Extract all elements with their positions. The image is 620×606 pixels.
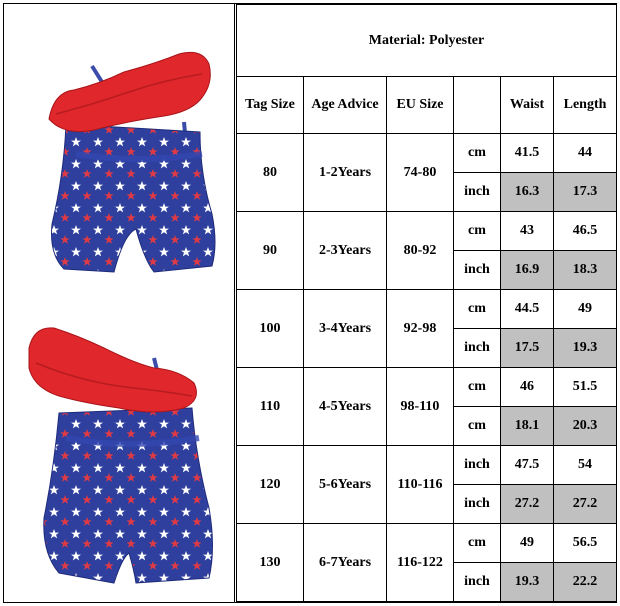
length-cell: 22.2 bbox=[552, 562, 618, 602]
tag-size-cell: 120 bbox=[236, 445, 304, 524]
unit-cell: inch bbox=[453, 250, 501, 290]
unit-cell: inch bbox=[453, 484, 501, 524]
eu-size-cell: 74-80 bbox=[386, 133, 454, 212]
age-advice-cell: 5-6Years bbox=[303, 445, 387, 524]
length-cell: 27.2 bbox=[552, 484, 618, 524]
age-advice-cell: 6-7Years bbox=[303, 523, 387, 602]
tag-size-cell: 80 bbox=[236, 133, 304, 212]
unit-cell: inch bbox=[453, 562, 501, 602]
length-cell: 46.5 bbox=[552, 211, 618, 251]
length-cell: 18.3 bbox=[552, 250, 618, 290]
unit-cell: cm bbox=[453, 523, 501, 563]
unit-cell: cm bbox=[453, 289, 501, 329]
romper-photo-top bbox=[48, 51, 216, 273]
unit-cell: inch bbox=[453, 172, 501, 212]
size-chart-table: Material: Polyester Tag Size Age Advice … bbox=[235, 4, 618, 602]
table-row: inch 19.3 22.2 bbox=[237, 562, 618, 602]
eu-size-cell: 98-110 bbox=[386, 367, 454, 446]
unit-cell: cm bbox=[453, 133, 501, 173]
waist-cell: 47.5 bbox=[500, 445, 554, 485]
waist-cell: 18.1 bbox=[500, 406, 554, 446]
age-advice-cell: 3-4Years bbox=[303, 289, 387, 368]
unit-cell: inch bbox=[453, 328, 501, 368]
length-cell: 56.5 bbox=[552, 523, 618, 563]
romper-photo-bottom bbox=[28, 327, 213, 584]
table-row: inch 17.5 19.3 bbox=[237, 328, 618, 368]
eu-size-cell: 80-92 bbox=[386, 211, 454, 290]
table-row: 90 2-3Years 80-92 cm 43 46.5 bbox=[236, 211, 618, 290]
header-age-advice: Age Advice bbox=[303, 76, 387, 134]
eu-size-cell: 110-116 bbox=[386, 445, 454, 524]
eu-size-cell: 92-98 bbox=[386, 289, 454, 368]
tag-size-cell: 130 bbox=[236, 523, 304, 602]
table-row: 120 5-6Years 110-116 inch 47.5 54 bbox=[236, 445, 618, 524]
product-image-panel bbox=[4, 4, 235, 602]
header-unit bbox=[453, 76, 501, 134]
age-advice-cell: 1-2Years bbox=[303, 133, 387, 212]
length-cell: 54 bbox=[552, 445, 618, 485]
waist-cell: 16.3 bbox=[500, 172, 554, 212]
length-cell: 19.3 bbox=[552, 328, 618, 368]
waist-cell: 19.3 bbox=[500, 562, 554, 602]
waist-cell: 17.5 bbox=[500, 328, 554, 368]
table-row: cm 18.1 20.3 bbox=[237, 406, 618, 446]
unit-cell: inch bbox=[453, 445, 501, 485]
table-row: inch 16.9 18.3 bbox=[237, 250, 618, 290]
tag-size-cell: 90 bbox=[236, 211, 304, 290]
waist-cell: 16.9 bbox=[500, 250, 554, 290]
waist-cell: 49 bbox=[500, 523, 554, 563]
material-title: Material: Polyester bbox=[235, 4, 618, 77]
header-waist: Waist bbox=[500, 76, 554, 134]
header-tag-size: Tag Size bbox=[236, 76, 304, 134]
eu-size-cell: 116-122 bbox=[386, 523, 454, 602]
length-cell: 51.5 bbox=[552, 367, 618, 407]
table-row: 130 6-7Years 116-122 cm 49 56.5 bbox=[236, 523, 618, 602]
length-cell: 44 bbox=[552, 133, 618, 173]
header-eu-size: EU Size bbox=[386, 76, 454, 134]
tag-size-cell: 110 bbox=[236, 367, 304, 446]
unit-cell: cm bbox=[453, 406, 501, 446]
age-advice-cell: 2-3Years bbox=[303, 211, 387, 290]
table-row: inch 27.2 27.2 bbox=[237, 484, 618, 524]
table-row: 80 1-2Years 74-80 cm 41.5 44 bbox=[236, 133, 618, 212]
unit-cell: cm bbox=[453, 211, 501, 251]
header-length: Length bbox=[552, 76, 618, 134]
waist-cell: 44.5 bbox=[500, 289, 554, 329]
unit-cell: cm bbox=[453, 367, 501, 407]
length-cell: 20.3 bbox=[552, 406, 618, 446]
tag-size-cell: 100 bbox=[236, 289, 304, 368]
table-row: 110 4-5Years 98-110 cm 46 51.5 bbox=[236, 367, 618, 446]
waist-cell: 43 bbox=[500, 211, 554, 251]
waist-cell: 27.2 bbox=[500, 484, 554, 524]
age-advice-cell: 4-5Years bbox=[303, 367, 387, 446]
length-cell: 17.3 bbox=[552, 172, 618, 212]
waist-cell: 41.5 bbox=[500, 133, 554, 173]
table-row: 100 3-4Years 92-98 cm 44.5 49 bbox=[236, 289, 618, 368]
length-cell: 49 bbox=[552, 289, 618, 329]
waist-cell: 46 bbox=[500, 367, 554, 407]
